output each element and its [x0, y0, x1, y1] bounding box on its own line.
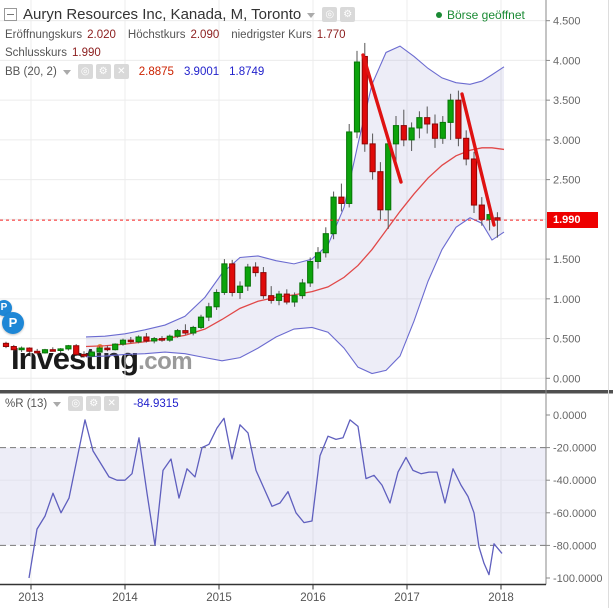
- bb-indicator-row: BB (20, 2) ◎ ⚙ ✕ 2.8875 3.9001 1.8749: [5, 64, 264, 79]
- svg-text:2.500: 2.500: [553, 175, 581, 187]
- svg-text:-80.0000: -80.0000: [553, 540, 596, 552]
- investing-logo: Investıng.com: [11, 341, 193, 377]
- bb-upper-value: 3.9001: [183, 65, 220, 78]
- chevron-down-icon[interactable]: [53, 402, 62, 407]
- open-label: Eröffnungskurs: [5, 29, 83, 41]
- settings-icon[interactable]: ⚙: [95, 64, 111, 79]
- svg-text:2015: 2015: [206, 592, 232, 604]
- svg-text:-60.0000: -60.0000: [553, 508, 596, 520]
- logo-text: Investıng: [11, 341, 139, 376]
- svg-text:0.500: 0.500: [553, 334, 581, 346]
- chevron-down-icon[interactable]: [307, 13, 316, 18]
- wr-value: -84.9315: [133, 397, 179, 410]
- svg-text:2017: 2017: [394, 592, 420, 604]
- compare-icon[interactable]: ◎: [68, 396, 84, 411]
- close-icon[interactable]: ✕: [113, 64, 129, 79]
- svg-text:-20.0000: -20.0000: [553, 443, 596, 455]
- svg-text:-40.0000: -40.0000: [553, 475, 596, 487]
- window-edge: [608, 0, 609, 608]
- high-label: Höchstkurs: [127, 29, 186, 41]
- svg-text:-100.0000: -100.0000: [553, 573, 603, 585]
- svg-text:2014: 2014: [112, 592, 138, 604]
- svg-text:4.000: 4.000: [553, 55, 581, 67]
- svg-text:2016: 2016: [300, 592, 326, 604]
- ohlc-row: Eröffnungskurs 2.020 Höchstkurs 2.090 ni…: [5, 29, 358, 41]
- collapse-chart-icon[interactable]: [4, 8, 17, 21]
- close-icon[interactable]: ✕: [104, 396, 120, 411]
- svg-text:3.500: 3.500: [553, 95, 581, 107]
- bb-label: BB (20, 2): [5, 65, 57, 78]
- status-dot-icon: [436, 12, 442, 18]
- svg-text:3.000: 3.000: [553, 135, 581, 147]
- high-value: 2.090: [190, 29, 220, 41]
- logo-orange-dot: ı: [94, 341, 104, 376]
- market-status: Börse geöffnet: [436, 8, 525, 22]
- close-label: Schlusskurs: [5, 47, 67, 59]
- svg-text:1.500: 1.500: [553, 254, 581, 266]
- settings-icon[interactable]: ⚙: [86, 396, 102, 411]
- svg-text:1.000: 1.000: [553, 294, 581, 306]
- svg-text:2013: 2013: [18, 592, 44, 604]
- bb-lower-value: 1.8749: [229, 65, 265, 78]
- close-row: Schlusskurs 1.990: [5, 47, 113, 59]
- close-value: 1.990: [72, 47, 101, 59]
- low-label: niedrigster Kurs: [231, 29, 312, 41]
- open-value: 2.020: [87, 29, 116, 41]
- wr-label: %R (13): [5, 397, 48, 410]
- event-badge[interactable]: P: [2, 312, 24, 334]
- svg-text:4.500: 4.500: [553, 16, 581, 28]
- compare-icon[interactable]: ◎: [77, 64, 93, 79]
- svg-text:0.000: 0.000: [553, 373, 581, 385]
- low-value: 1.770: [316, 29, 346, 41]
- svg-text:2018: 2018: [488, 592, 514, 604]
- chart-title: Auryn Resources Inc, Kanada, M, Toronto: [23, 6, 302, 23]
- last-price-label: 1.990: [547, 212, 598, 228]
- bb-middle-value: 2.8875: [138, 65, 174, 78]
- svg-text:0.0000: 0.0000: [553, 410, 587, 422]
- chevron-down-icon[interactable]: [62, 70, 71, 75]
- wr-indicator-row: %R (13) ◎ ⚙ ✕ -84.9315: [5, 396, 179, 411]
- settings-icon[interactable]: ⚙: [340, 7, 356, 22]
- compare-icon[interactable]: ◎: [322, 7, 338, 22]
